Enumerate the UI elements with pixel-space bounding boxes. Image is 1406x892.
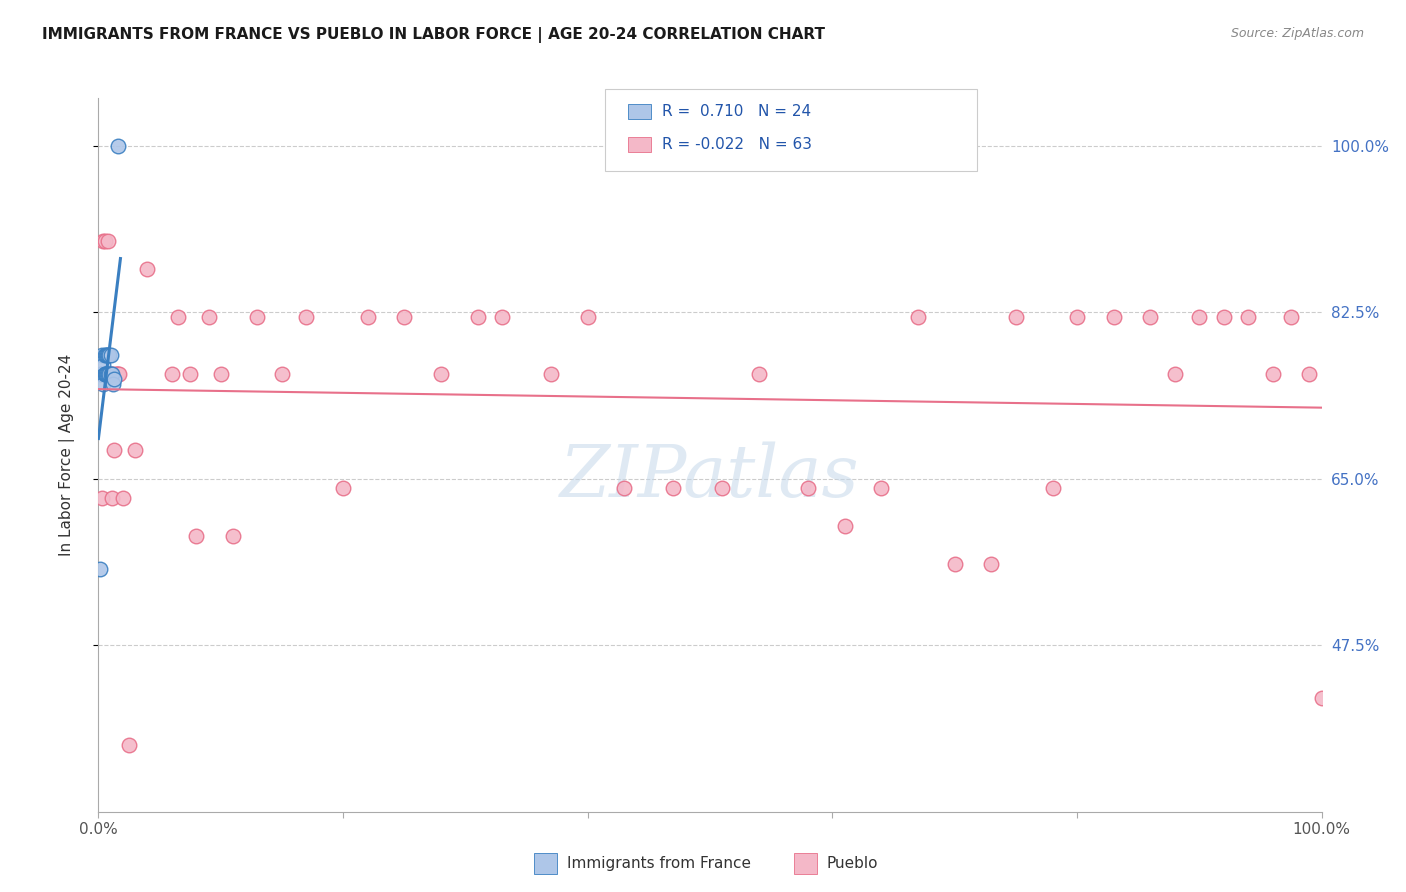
Point	[97, 348, 120, 362]
Point	[91, 367, 114, 381]
Point	[662, 481, 685, 495]
Point	[93, 348, 115, 362]
Point	[89, 562, 111, 576]
Point	[93, 367, 115, 381]
Point	[91, 358, 114, 372]
Point	[97, 234, 120, 248]
Point	[90, 367, 112, 381]
Point	[97, 367, 120, 381]
Point	[1042, 481, 1064, 495]
Point	[124, 443, 146, 458]
Point	[103, 372, 125, 386]
Point	[100, 348, 122, 362]
Point	[1212, 310, 1234, 324]
Point	[907, 310, 929, 324]
Text: Source: ZipAtlas.com: Source: ZipAtlas.com	[1230, 27, 1364, 40]
Point	[467, 310, 489, 324]
Point	[98, 367, 121, 381]
Point	[101, 367, 124, 381]
Point	[1237, 310, 1260, 324]
Point	[107, 138, 129, 153]
Point	[94, 348, 117, 362]
Point	[98, 348, 121, 362]
Text: Immigrants from France: Immigrants from France	[567, 856, 751, 871]
Point	[93, 367, 115, 381]
Point	[94, 367, 117, 381]
Point	[197, 310, 219, 324]
Point	[1139, 310, 1161, 324]
Point	[105, 367, 128, 381]
Point	[270, 367, 294, 381]
Point	[160, 367, 183, 381]
Point	[96, 367, 118, 381]
Point	[1310, 690, 1333, 705]
Point	[136, 262, 159, 277]
Point	[540, 367, 562, 381]
Point	[101, 367, 124, 381]
Point	[613, 481, 636, 495]
Point	[94, 367, 117, 381]
Point	[186, 529, 208, 543]
Point	[576, 310, 599, 324]
Text: R = -0.022   N = 63: R = -0.022 N = 63	[662, 137, 813, 152]
Point	[834, 519, 856, 533]
Point	[1279, 310, 1302, 324]
Point	[332, 481, 354, 495]
Point	[111, 491, 134, 505]
Point	[209, 367, 232, 381]
Point	[797, 481, 820, 495]
Point	[711, 481, 734, 495]
Text: R =  0.710   N = 24: R = 0.710 N = 24	[662, 104, 811, 119]
Point	[1066, 310, 1088, 324]
Point	[91, 348, 114, 362]
Point	[98, 367, 121, 381]
Text: IMMIGRANTS FROM FRANCE VS PUEBLO IN LABOR FORCE | AGE 20-24 CORRELATION CHART: IMMIGRANTS FROM FRANCE VS PUEBLO IN LABO…	[42, 27, 825, 43]
Point	[104, 367, 127, 381]
Point	[980, 558, 1002, 572]
Point	[100, 367, 122, 381]
Point	[246, 310, 269, 324]
Point	[1298, 367, 1320, 381]
Point	[107, 367, 129, 381]
Point	[1261, 367, 1284, 381]
Point	[101, 491, 124, 505]
Point	[167, 310, 190, 324]
Point	[103, 443, 125, 458]
Point	[392, 310, 416, 324]
Y-axis label: In Labor Force | Age 20-24: In Labor Force | Age 20-24	[59, 354, 75, 556]
Point	[93, 367, 115, 381]
Point	[1004, 310, 1026, 324]
Point	[295, 310, 318, 324]
Point	[1164, 367, 1187, 381]
Text: ZIPatlas: ZIPatlas	[560, 441, 860, 512]
Point	[748, 367, 770, 381]
Text: Pueblo: Pueblo	[827, 856, 879, 871]
Point	[96, 348, 118, 362]
Point	[91, 376, 114, 391]
Point	[1102, 310, 1125, 324]
Point	[870, 481, 893, 495]
Point	[94, 367, 117, 381]
Point	[93, 234, 115, 248]
Point	[108, 367, 131, 381]
Point	[179, 367, 201, 381]
Point	[90, 367, 112, 381]
Point	[222, 529, 245, 543]
Point	[943, 558, 966, 572]
Point	[356, 310, 378, 324]
Point	[1188, 310, 1211, 324]
Point	[96, 367, 118, 381]
Point	[491, 310, 513, 324]
Point	[430, 367, 453, 381]
Point	[100, 367, 122, 381]
Point	[118, 738, 141, 752]
Point	[101, 376, 124, 391]
Point	[97, 367, 120, 381]
Point	[91, 491, 114, 505]
Point	[91, 234, 114, 248]
